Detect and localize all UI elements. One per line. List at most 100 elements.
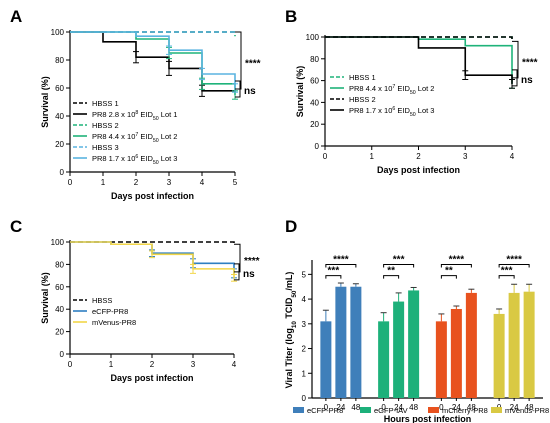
panel-label: A <box>10 7 22 26</box>
legend-label: PR8 4.4 x 107 EID50 Lot 2 <box>349 84 434 96</box>
y-axis-label: Survival (%) <box>295 66 305 118</box>
ns-bracket <box>235 80 241 98</box>
legend-label: eGFP-IAV <box>374 406 408 415</box>
significance-bracket <box>512 40 519 79</box>
x-tick-label: 3 <box>167 178 172 187</box>
bar <box>350 286 362 398</box>
x-axis-label: Hours post infection <box>384 414 472 423</box>
legend-label: mCherry-PR8 <box>442 406 488 415</box>
sig-label: **** <box>506 254 522 265</box>
panel-d: D 0 1 2 3 4 5 Viral Titer (log10 TCID50/mL) 0 24 4… <box>284 217 549 423</box>
x-tick-label: 48 <box>467 403 476 412</box>
x-tick-label: 48 <box>351 403 360 412</box>
x-tick-label: 0 <box>323 152 328 161</box>
y-tick-label: 80 <box>310 55 319 64</box>
x-axis-label: Days post infection <box>111 191 194 201</box>
sig-label: *** <box>501 266 513 277</box>
y-tick-label: 100 <box>51 238 65 247</box>
x-tick-label: 1 <box>370 152 375 161</box>
sig-label: *** <box>393 254 405 265</box>
y-tick-label: 4 <box>302 295 307 304</box>
series-line-3 <box>325 36 513 40</box>
legend-label: PR8 1.7 x 106 EID50 Lot 3 <box>349 106 434 118</box>
panel-b: B 0 20 40 60 80 100 Survival (%) 0 1 2 3 4 Days post … <box>285 7 538 175</box>
series-line-4 <box>325 36 513 84</box>
sig-bracket <box>325 263 357 268</box>
y-tick-label: 20 <box>55 140 64 149</box>
bar <box>450 308 462 398</box>
sig-label: ** <box>445 266 453 277</box>
x-tick-label: 3 <box>463 152 468 161</box>
x-tick-label: 2 <box>134 178 139 187</box>
y-tick-label: 60 <box>55 283 64 292</box>
y-tick-label: 2 <box>302 345 307 354</box>
y-tick-label: 40 <box>310 98 319 107</box>
x-tick-label: 0 <box>439 403 444 412</box>
bar <box>465 292 477 398</box>
x-tick-label: 48 <box>409 403 418 412</box>
series-line-6 <box>70 31 236 88</box>
y-tick-label: 80 <box>55 56 64 65</box>
significance-bracket <box>235 31 242 90</box>
x-tick-label: 4 <box>232 360 237 369</box>
y-tick-label: 20 <box>55 328 64 337</box>
bar <box>408 290 420 398</box>
sig-label: ** <box>387 266 395 277</box>
y-axis-label: Viral Titer (log10 TCID50/mL) <box>284 272 298 389</box>
y-tick-label: 3 <box>302 320 307 329</box>
bar <box>320 321 332 398</box>
x-tick-label: 0 <box>381 403 386 412</box>
panel-c: C 0 20 40 60 80 100 Survival (%) 0 1 2 3 4 Days post … <box>10 217 260 383</box>
panel-label: C <box>10 217 22 236</box>
y-tick-label: 5 <box>302 270 307 279</box>
legend-label: HBSS 1 <box>349 73 376 82</box>
legend-swatch <box>491 407 502 413</box>
x-tick-label: 0 <box>68 360 73 369</box>
ns-bracket <box>512 69 518 87</box>
sig-label: **** <box>333 254 349 265</box>
sig-label: **** <box>449 254 465 265</box>
y-tick-label: 1 <box>302 369 307 378</box>
significance-bracket <box>234 243 241 273</box>
y-tick-label: 60 <box>55 84 64 93</box>
y-tick-label: 80 <box>55 260 64 269</box>
sig-label: *** <box>328 266 340 277</box>
panel-label: D <box>285 217 297 236</box>
ns-label: ns <box>243 269 255 280</box>
panel-a: A 0 20 40 60 80 100 Survival (%) 0 1 2 3 4 5 Days post… <box>10 7 261 201</box>
legend-label: HBSS <box>92 296 112 305</box>
x-tick-label: 0 <box>324 403 329 412</box>
legend-swatch <box>428 407 439 413</box>
sig-bracket <box>498 275 515 279</box>
x-tick-label: 48 <box>525 403 534 412</box>
x-tick-label: 2 <box>416 152 421 161</box>
y-axis-label: Survival (%) <box>40 272 50 324</box>
series-line-1 <box>70 241 235 245</box>
x-tick-label: 5 <box>233 178 238 187</box>
y-tick-label: 40 <box>55 112 64 121</box>
bar <box>508 292 520 398</box>
bar <box>393 301 405 398</box>
legend-label: PR8 2.8 x 108 EID50 Lot 1 <box>92 110 177 122</box>
y-tick-label: 0 <box>302 394 307 403</box>
x-tick-label: 24 <box>510 403 519 412</box>
legend-label: eCFP-PR8 <box>307 406 343 415</box>
significance-label: **** <box>244 256 260 267</box>
sig-bracket <box>383 275 400 279</box>
legend-label: HBSS 2 <box>349 95 376 104</box>
legend-label: HBSS 3 <box>92 143 119 152</box>
y-tick-label: 0 <box>60 168 65 177</box>
legend-label: HBSS 2 <box>92 121 119 130</box>
x-tick-label: 24 <box>452 403 461 412</box>
y-tick-label: 100 <box>51 28 65 37</box>
legend-label: mVenus-PR8 <box>505 406 549 415</box>
x-tick-label: 4 <box>200 178 205 187</box>
y-axis-label: Survival (%) <box>40 76 50 128</box>
sig-bracket <box>498 263 530 268</box>
legend-label: eCFP-PR8 <box>92 307 128 316</box>
x-tick-label: 4 <box>510 152 515 161</box>
y-tick-label: 0 <box>60 350 65 359</box>
ns-label: ns <box>244 86 256 97</box>
x-tick-label: 24 <box>394 403 403 412</box>
significance-label: **** <box>245 59 261 70</box>
